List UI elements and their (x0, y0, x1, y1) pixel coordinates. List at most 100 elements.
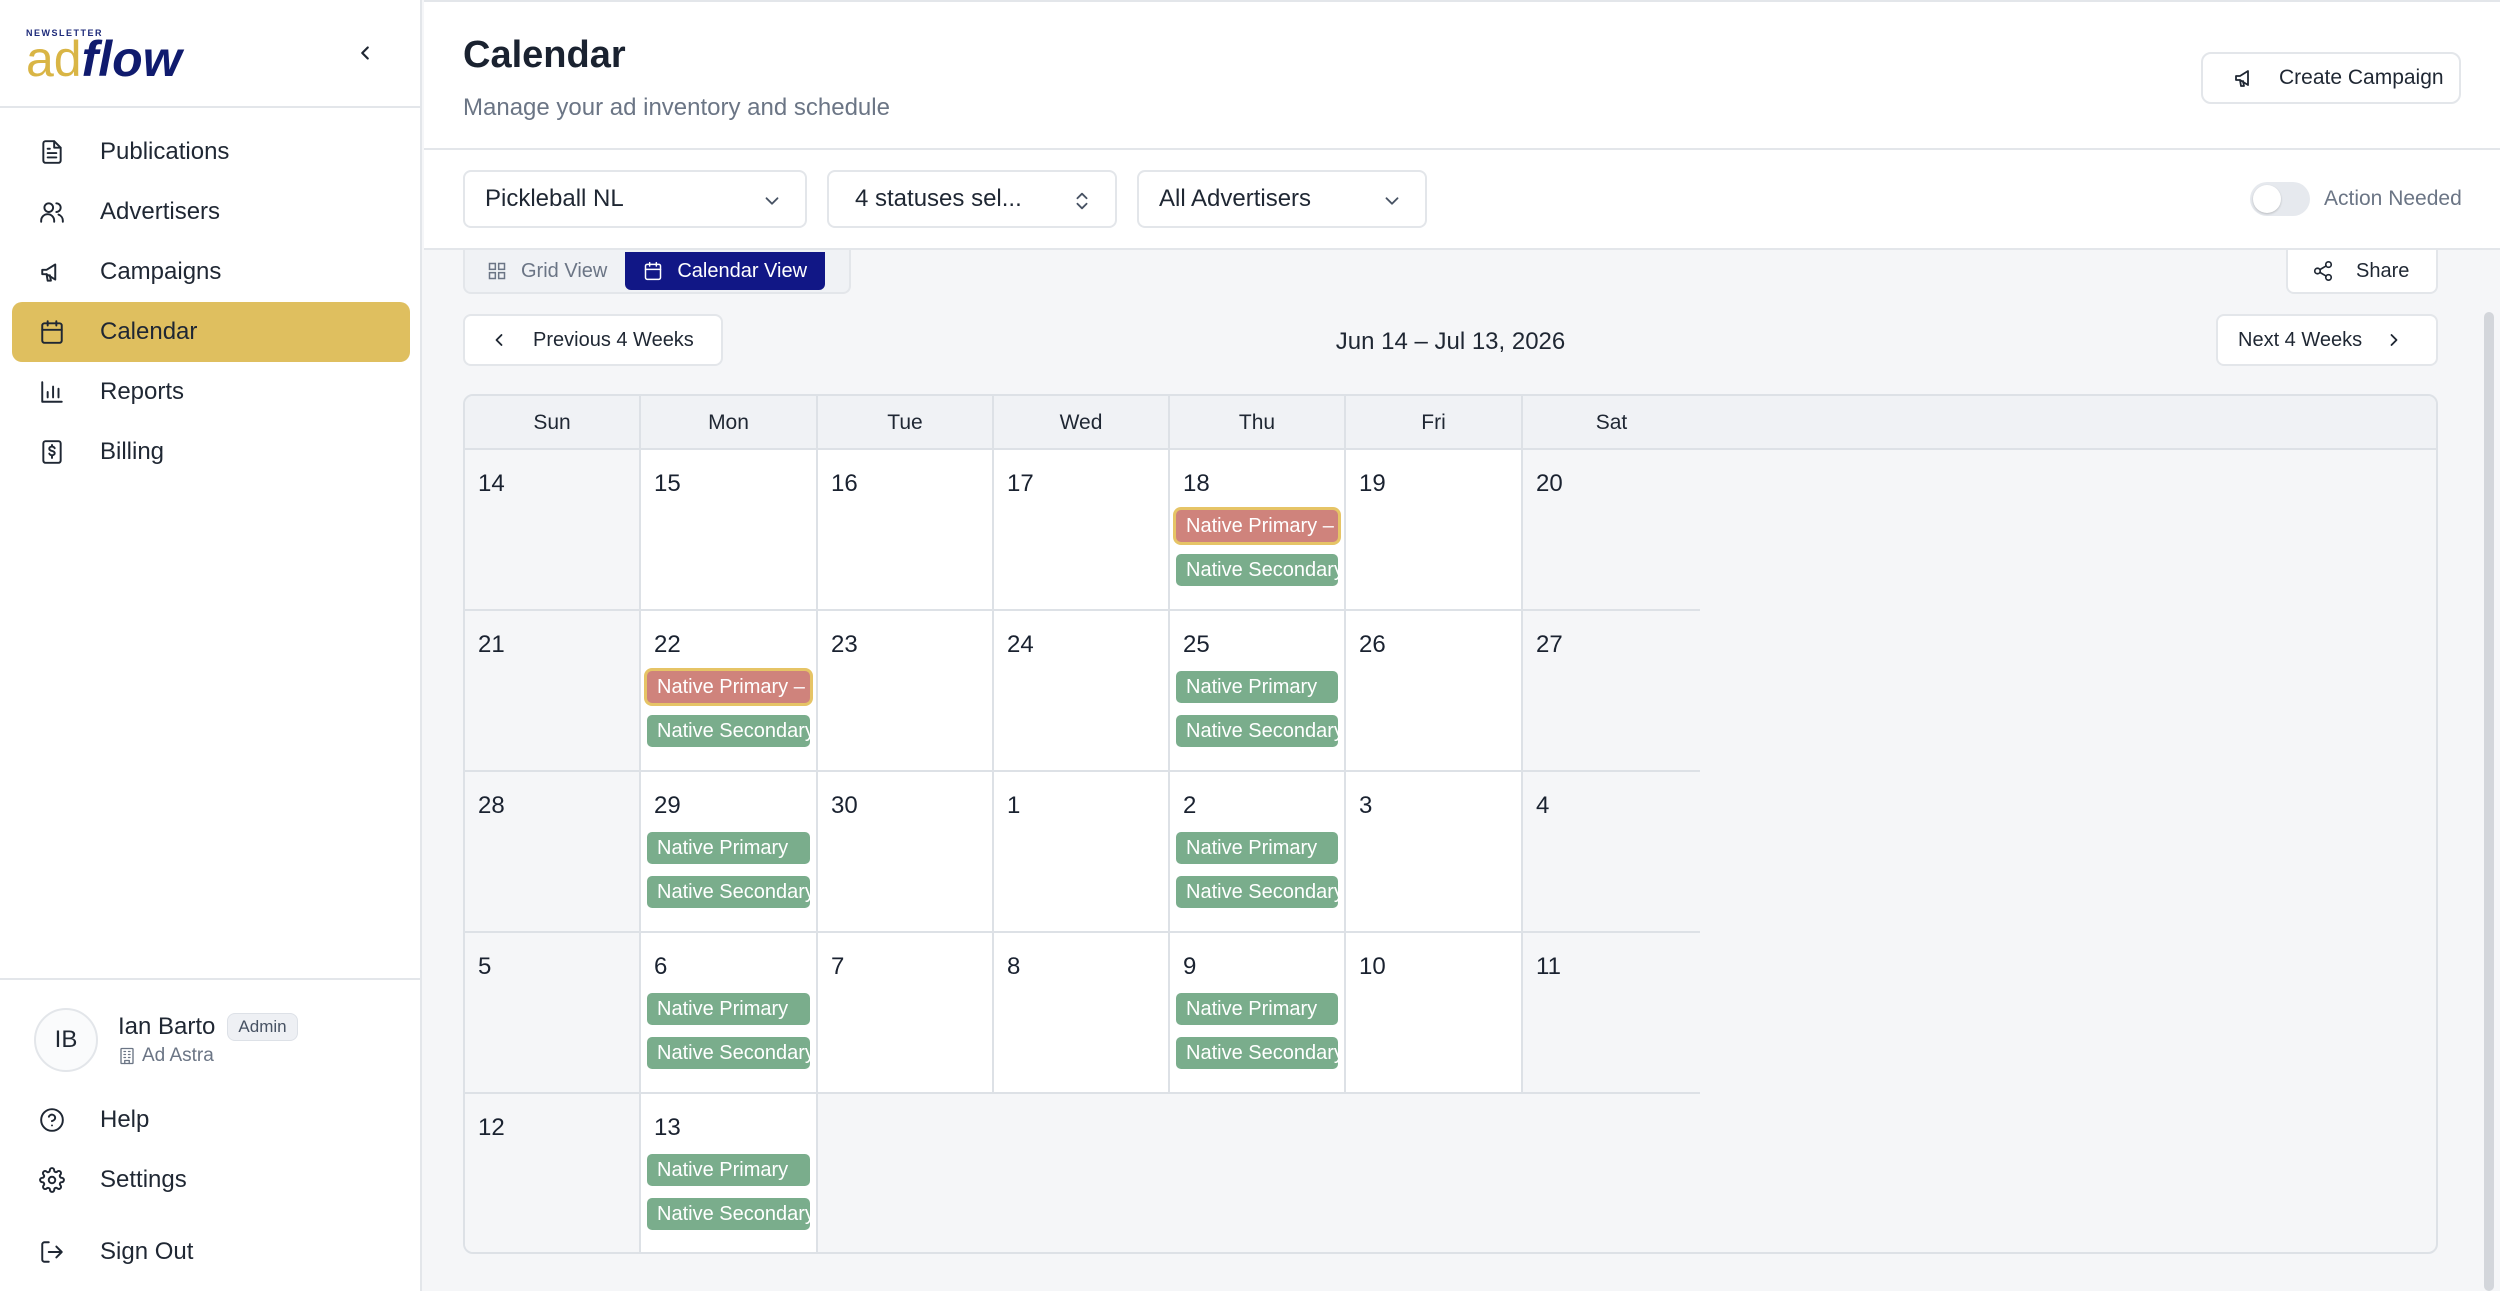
day-number: 1 (1007, 792, 1021, 819)
calendar-day-cell[interactable]: 15 (641, 450, 818, 611)
calendar-day-cell[interactable]: 26 (1346, 611, 1523, 772)
calendar-day-cell[interactable]: 30 (818, 772, 994, 933)
calendar-day-cell[interactable]: 27 (1523, 611, 1700, 772)
sidebar-item-label: Publications (100, 138, 230, 165)
previous-weeks-button[interactable]: Previous 4 Weeks (463, 314, 723, 366)
calendar-day-cell[interactable]: 28 (465, 772, 641, 933)
sidebar-item-label: Sign Out (100, 1238, 194, 1265)
calendar-event[interactable]: Native Primary (1176, 993, 1338, 1025)
calendar-day-cell[interactable]: 2 Native Primary Native Secondary (1170, 772, 1346, 933)
sign-out-icon (38, 1238, 66, 1266)
calendar-view-label: Calendar View (677, 259, 808, 282)
gear-icon (38, 1166, 66, 1194)
help-icon (38, 1106, 66, 1134)
sidebar-item-campaigns[interactable]: Campaigns (12, 242, 410, 302)
calendar-content: Grid View Calendar View Share Previous 4… (424, 250, 2476, 1291)
calendar-event[interactable]: Native Primary (1176, 832, 1338, 864)
calendar-day-cell[interactable]: 17 (994, 450, 1170, 611)
weekday-header-2: Tue (818, 396, 994, 450)
calendar-event[interactable]: Native Secondary (1176, 715, 1338, 747)
user-profile[interactable]: IB Ian Barto Admin Ad Astra (0, 980, 422, 1072)
calendar-day-cell[interactable]: 22 Native Primary – Nivea Native Secondary (641, 611, 818, 772)
calendar-event[interactable]: Native Secondary (1176, 554, 1338, 586)
calendar-day-cell[interactable]: 11 (1523, 933, 1700, 1094)
calendar-day-cell[interactable]: 5 (465, 933, 641, 1094)
calendar-event[interactable]: Native Secondary (647, 715, 810, 747)
calendar-day-cell[interactable]: 14 (465, 450, 641, 611)
sidebar-item-billing[interactable]: Billing (12, 422, 410, 482)
action-needed-filter: Action Needed (2250, 182, 2462, 216)
collapse-sidebar-button[interactable] (350, 38, 380, 68)
calendar-day-cell[interactable]: 19 (1346, 450, 1523, 611)
calendar-day-cell[interactable]: 20 (1523, 450, 1700, 611)
calendar-day-cell[interactable]: 10 (1346, 933, 1523, 1094)
calendar-day-cell[interactable]: 13 Native Primary Native Secondary (641, 1094, 818, 1252)
calendar-event[interactable]: Native Secondary (1176, 876, 1338, 908)
calendar-day-cell[interactable]: 24 (994, 611, 1170, 772)
sidebar-item-help[interactable]: Help (0, 1090, 422, 1150)
day-number: 3 (1359, 792, 1373, 819)
day-number: 4 (1536, 792, 1550, 819)
logo-wordmark: adflow (26, 31, 182, 87)
sidebar-item-reports[interactable]: Reports (12, 362, 410, 422)
logo[interactable]: NEWSLETTER adflow (26, 28, 182, 87)
previous-weeks-label: Previous 4 Weeks (533, 328, 694, 351)
calendar-day-cell[interactable]: 25 Native Primary Native Secondary (1170, 611, 1346, 772)
page-header: Calendar Manage your ad inventory and sc… (424, 0, 2500, 150)
day-number: 27 (1536, 631, 1563, 658)
calendar-event[interactable]: Native Primary – Nivea (647, 671, 810, 703)
chevron-down-icon (765, 197, 779, 205)
share-icon (2313, 261, 2333, 281)
advertiser-select[interactable]: All Advertisers (1137, 170, 1427, 228)
calendar-event[interactable]: Native Primary (1176, 671, 1338, 703)
calendar-event[interactable]: Native Secondary (647, 1037, 810, 1069)
status-select[interactable]: 4 statuses sel... (827, 170, 1117, 228)
calendar-view-button[interactable]: Calendar View (625, 252, 826, 290)
sidebar-item-label: Calendar (100, 318, 198, 345)
calendar-event[interactable]: Native Secondary (647, 876, 810, 908)
page-scrollbar[interactable] (2482, 312, 2496, 1291)
calendar-event[interactable]: Native Secondary (647, 1198, 810, 1230)
publication-select[interactable]: Pickleball NL (463, 170, 807, 228)
next-weeks-button[interactable]: Next 4 Weeks (2216, 314, 2438, 366)
sidebar-item-advertisers[interactable]: Advertisers (12, 182, 410, 242)
grid-view-button[interactable]: Grid View (469, 252, 625, 290)
day-number: 30 (831, 792, 858, 819)
weekday-header-4: Thu (1170, 396, 1346, 450)
calendar-day-cell[interactable]: 3 (1346, 772, 1523, 933)
calendar-day-cell[interactable]: 16 (818, 450, 994, 611)
calendar-event[interactable]: Native Primary (647, 993, 810, 1025)
day-number: 13 (654, 1114, 681, 1141)
create-campaign-button[interactable]: Create Campaign (2201, 52, 2461, 104)
action-needed-toggle[interactable] (2250, 182, 2310, 216)
day-number: 17 (1007, 470, 1034, 497)
day-number: 28 (478, 792, 505, 819)
share-button[interactable]: Share (2286, 250, 2438, 294)
main-area: Calendar Manage your ad inventory and sc… (424, 0, 2500, 1291)
sidebar-item-sign-out[interactable]: Sign Out (0, 1222, 422, 1282)
calendar-event[interactable]: Native Primary (647, 832, 810, 864)
org-name: Ad Astra (142, 1045, 214, 1066)
sidebar-item-settings[interactable]: Settings (0, 1150, 422, 1210)
calendar-day-cell[interactable]: 21 (465, 611, 641, 772)
scrollbar-thumb[interactable] (2484, 312, 2494, 1291)
calendar-day-cell[interactable]: 8 (994, 933, 1170, 1094)
calendar-day-cell[interactable]: 1 (994, 772, 1170, 933)
calendar-day-cell[interactable]: 23 (818, 611, 994, 772)
calendar-day-cell[interactable]: 9 Native Primary Native Secondary (1170, 933, 1346, 1094)
calendar-event[interactable]: Native Primary – Pink's ... (1176, 510, 1338, 542)
calendar-event[interactable]: Native Primary (647, 1154, 810, 1186)
day-number: 21 (478, 631, 505, 658)
calendar-day-cell[interactable]: 29 Native Primary Native Secondary (641, 772, 818, 933)
sidebar-item-publications[interactable]: Publications (12, 122, 410, 182)
calendar-day-cell[interactable]: 7 (818, 933, 994, 1094)
sidebar-item-calendar[interactable]: Calendar (12, 302, 410, 362)
megaphone-icon (38, 258, 66, 286)
calendar-day-cell[interactable]: 18 Native Primary – Pink's ... Native Seco… (1170, 450, 1346, 611)
advertiser-select-value: All Advertisers (1159, 185, 1312, 212)
calendar-day-cell[interactable]: 6 Native Primary Native Secondary (641, 933, 818, 1094)
calendar-day-cell[interactable]: 12 (465, 1094, 641, 1252)
calendar-weekday-header: Sun Mon Tue Wed Thu Fri Sat (465, 396, 2436, 450)
calendar-event[interactable]: Native Secondary (1176, 1037, 1338, 1069)
calendar-day-cell[interactable]: 4 (1523, 772, 1700, 933)
